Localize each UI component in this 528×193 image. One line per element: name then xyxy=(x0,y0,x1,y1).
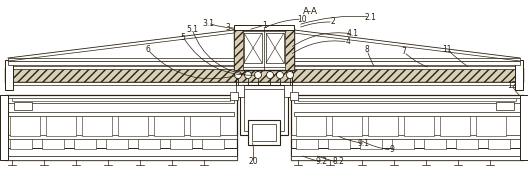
Circle shape xyxy=(277,71,284,79)
Circle shape xyxy=(267,71,274,79)
Text: 3: 3 xyxy=(225,23,230,31)
Bar xyxy=(244,33,262,63)
Bar xyxy=(456,139,478,149)
Bar xyxy=(46,116,76,136)
Bar xyxy=(285,28,294,70)
Bar xyxy=(5,68,523,82)
Bar xyxy=(5,156,237,160)
Bar xyxy=(42,139,64,149)
Bar xyxy=(236,85,244,97)
Bar xyxy=(291,156,523,160)
Bar xyxy=(234,28,294,70)
Bar xyxy=(190,116,220,136)
Text: 9: 9 xyxy=(390,146,394,155)
Bar xyxy=(515,60,523,90)
Bar xyxy=(296,139,318,149)
Bar xyxy=(5,148,237,156)
Bar xyxy=(118,116,148,136)
Bar xyxy=(0,95,8,160)
Text: 11: 11 xyxy=(442,45,452,53)
Bar xyxy=(234,28,243,70)
Bar xyxy=(266,33,284,63)
Bar xyxy=(5,135,237,139)
Circle shape xyxy=(287,71,294,79)
Bar xyxy=(368,116,398,136)
Circle shape xyxy=(234,71,241,79)
Text: 20: 20 xyxy=(248,157,258,167)
Bar xyxy=(5,95,237,160)
Circle shape xyxy=(244,71,251,79)
Bar xyxy=(244,89,284,131)
Bar xyxy=(10,139,32,149)
Bar xyxy=(154,116,184,136)
Bar xyxy=(5,66,523,69)
Bar xyxy=(82,116,112,136)
Text: 1: 1 xyxy=(262,20,267,30)
Bar xyxy=(392,139,414,149)
Bar xyxy=(332,116,362,136)
Bar xyxy=(248,120,280,145)
Bar xyxy=(8,58,234,61)
Bar xyxy=(294,98,520,103)
Text: 6: 6 xyxy=(146,46,150,54)
Bar xyxy=(234,25,294,30)
Bar xyxy=(360,139,382,149)
Bar xyxy=(10,116,40,136)
Bar xyxy=(138,139,160,149)
Bar xyxy=(440,116,470,136)
Bar xyxy=(520,95,528,160)
Text: 4.1: 4.1 xyxy=(347,30,359,38)
Text: 9.2: 9.2 xyxy=(316,157,328,167)
Bar xyxy=(5,68,523,82)
Text: 5: 5 xyxy=(181,32,185,41)
Text: 3.1: 3.1 xyxy=(202,19,214,27)
Bar xyxy=(106,139,128,149)
Bar xyxy=(74,139,96,149)
Bar xyxy=(496,102,514,110)
Bar xyxy=(291,95,523,160)
Bar xyxy=(476,116,506,136)
Text: 5.1: 5.1 xyxy=(186,25,198,34)
Bar xyxy=(8,112,234,116)
Bar xyxy=(12,98,230,101)
Bar xyxy=(8,98,234,103)
Text: 10: 10 xyxy=(297,14,307,24)
Bar xyxy=(291,148,523,156)
Text: A-A: A-A xyxy=(303,8,317,16)
Bar xyxy=(404,116,434,136)
Text: 4: 4 xyxy=(345,37,351,47)
Bar xyxy=(237,31,291,67)
Bar xyxy=(230,92,238,100)
Bar xyxy=(252,124,276,141)
Text: 7: 7 xyxy=(402,47,407,57)
Text: 12: 12 xyxy=(507,81,517,91)
Bar xyxy=(298,98,516,101)
Bar xyxy=(488,139,510,149)
Bar xyxy=(14,102,32,110)
Bar xyxy=(5,82,523,85)
Text: 9.1: 9.1 xyxy=(357,139,369,147)
Bar xyxy=(294,58,520,61)
Bar xyxy=(284,85,292,97)
Bar xyxy=(8,61,234,65)
Bar xyxy=(291,135,523,139)
Text: 8: 8 xyxy=(365,46,370,54)
Bar xyxy=(5,60,13,90)
Bar xyxy=(290,92,298,100)
Text: 2.1: 2.1 xyxy=(364,13,376,21)
Text: 8.2: 8.2 xyxy=(332,157,344,167)
Bar xyxy=(170,139,192,149)
Bar xyxy=(294,61,520,65)
Bar xyxy=(296,116,326,136)
Text: 2: 2 xyxy=(331,18,335,26)
Bar xyxy=(202,139,224,149)
Bar xyxy=(328,139,350,149)
Bar xyxy=(294,112,520,116)
Circle shape xyxy=(254,71,261,79)
Bar xyxy=(424,139,446,149)
Bar xyxy=(240,85,288,135)
